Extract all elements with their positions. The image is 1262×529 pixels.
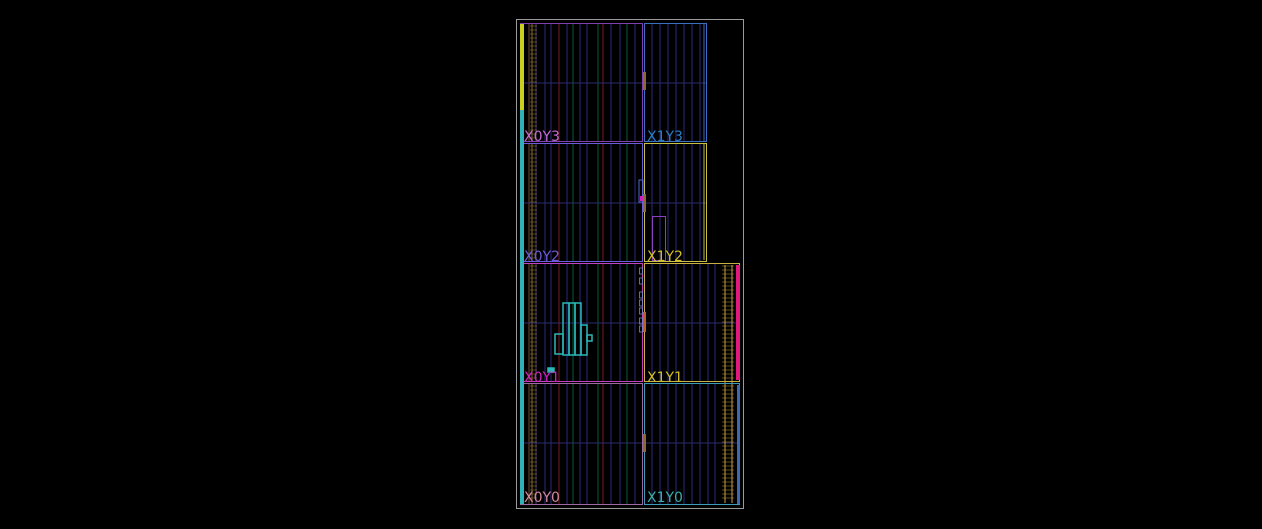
boundary-tick <box>639 317 643 325</box>
region-label-X1Y0: X1Y0 <box>647 490 683 506</box>
right-pblock-bar <box>736 265 740 380</box>
pblock-marker <box>638 179 644 203</box>
boundary-markers <box>639 72 646 452</box>
boundary-tick <box>639 325 643 333</box>
boundary-tick <box>639 299 643 307</box>
boundary-tick <box>639 267 643 275</box>
right-io-bar <box>737 385 740 504</box>
region-label-X0Y0: X0Y0 <box>524 490 560 506</box>
region-label-X0Y2: X0Y2 <box>524 249 560 265</box>
region-label-X1Y2: X1Y2 <box>647 249 683 265</box>
boundary-tick <box>639 291 643 299</box>
boundary-tick <box>639 277 643 285</box>
boundary-bar <box>643 194 646 212</box>
region-label-X1Y1: X1Y1 <box>647 370 683 386</box>
placed-logic-cluster[interactable] <box>547 302 593 373</box>
boundary-bar <box>643 434 646 452</box>
left-io-bar-yellow <box>520 24 524 110</box>
region-label-X1Y3: X1Y3 <box>647 129 683 145</box>
region-label-X0Y3: X0Y3 <box>524 129 560 145</box>
region-labels: X0Y3 X1Y3 X0Y2 X1Y2 X0Y1 X1Y1 X0Y0 X1Y0 <box>524 129 683 506</box>
boundary-tick <box>639 307 643 315</box>
boundary-bar <box>643 312 646 332</box>
pblock-marker-pink <box>640 196 643 201</box>
device-outline <box>516 19 744 509</box>
left-io-bar-cyan <box>520 110 524 504</box>
boundary-bar <box>643 72 646 90</box>
pblock-rect[interactable] <box>652 216 666 261</box>
region-label-X0Y1: X0Y1 <box>524 370 560 386</box>
